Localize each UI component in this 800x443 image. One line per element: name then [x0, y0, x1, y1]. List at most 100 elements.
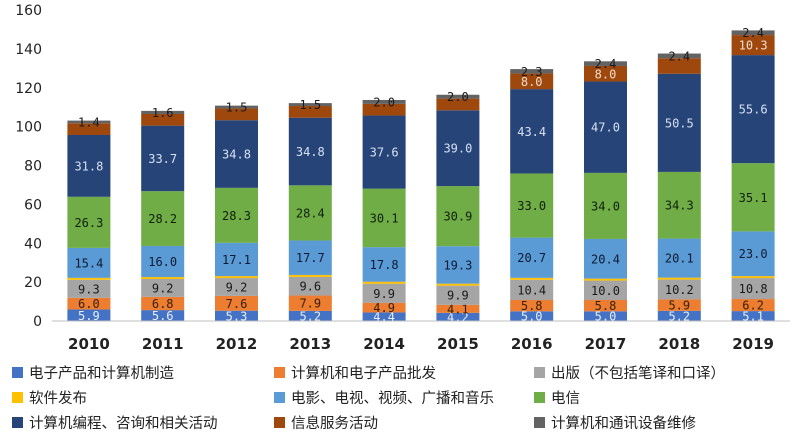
- legend-label: 软件发布: [29, 391, 87, 407]
- data-label: 5.0: [595, 310, 617, 324]
- y-tick-label: 20: [24, 275, 42, 291]
- bar-segment: [67, 134, 111, 197]
- data-label: 37.6: [370, 146, 399, 160]
- bar-segment: [67, 247, 111, 278]
- x-tick-label: 2015: [437, 335, 479, 353]
- bar-segment: [731, 35, 775, 56]
- bar-segment: [141, 279, 185, 297]
- bar-segment: [67, 297, 111, 310]
- data-label: 17.1: [222, 253, 251, 267]
- data-label: 20.7: [517, 251, 546, 265]
- data-label: 1.5: [226, 101, 248, 115]
- bar-segment: [510, 69, 554, 74]
- data-label: 16.0: [148, 255, 177, 269]
- data-label: 5.9: [78, 309, 100, 323]
- bar-segment: [288, 274, 332, 277]
- bar-stack-2013: 5.27.9 9.6 17.7 28.4 34.8 1.5: [288, 98, 332, 323]
- data-label: 5.8: [521, 299, 543, 313]
- bar-segment: [362, 188, 406, 248]
- data-label: 19.3: [443, 258, 472, 272]
- bar-segment: [436, 312, 480, 321]
- data-label: 5.6: [152, 309, 174, 323]
- data-label: 10.4: [517, 283, 546, 297]
- data-label: 30.9: [443, 210, 472, 224]
- data-label: 9.6: [299, 280, 321, 294]
- y-axis: 0 20 40 60 80 100 120 140 160: [15, 3, 42, 330]
- legend-label: 电信: [551, 391, 580, 407]
- data-label: 31.8: [74, 159, 103, 173]
- data-label: 39.0: [443, 142, 472, 156]
- bar-segment: [584, 278, 627, 281]
- data-label: 6.2: [742, 299, 764, 313]
- data-label: 35.1: [739, 191, 768, 205]
- legend-swatch: [534, 392, 545, 403]
- y-tick-label: 40: [24, 236, 42, 252]
- bar-segment: [141, 110, 185, 114]
- legend-swatch: [12, 392, 23, 403]
- legend-swatch: [12, 417, 23, 428]
- bar-segment: [362, 99, 406, 104]
- data-label: 28.2: [148, 212, 177, 226]
- bar-segment: [510, 277, 554, 280]
- bar-stack-2012: 5.37.6 9.2 17.1 28.3 34.8 1.5: [215, 101, 258, 323]
- bar-segment: [510, 173, 554, 238]
- bar-segment: [657, 171, 701, 239]
- legend-swatch: [274, 392, 285, 403]
- bar-segment: [215, 187, 258, 243]
- bar-segment: [657, 73, 701, 172]
- legend-swatch: [274, 417, 285, 428]
- data-label: 5.2: [668, 309, 690, 323]
- data-label: 1.4: [78, 115, 100, 129]
- bar-segment: [67, 277, 111, 280]
- x-tick-label: 2019: [732, 335, 774, 353]
- bar-segment: [288, 295, 332, 311]
- data-label: 2.4: [742, 26, 764, 40]
- bar-segment: [436, 186, 480, 247]
- data-label: 4.9: [373, 301, 395, 315]
- legend-item: 电信: [534, 387, 580, 408]
- legend-item: 软件发布: [12, 387, 87, 408]
- bar-segment: [584, 81, 627, 173]
- bar-segment: [288, 240, 332, 275]
- data-label: 30.1: [370, 211, 399, 225]
- bar-segment: [215, 105, 258, 109]
- bar-stack-2015: 4.24.19.919.330.939.02.0: [436, 90, 480, 324]
- bar-segment: [67, 120, 111, 124]
- bar-segment: [67, 309, 111, 321]
- bar-stack-2019: 5.16.2 10.8 23.0 35.1 55.6 10.32.4: [731, 26, 775, 324]
- data-label: 7.9: [299, 297, 321, 311]
- bar-segment: [731, 55, 775, 164]
- legend-label: 电子产品和计算机制造: [29, 366, 174, 382]
- legend-label: 计算机编程、咨询和相关活动: [29, 416, 218, 432]
- bar-segment: [584, 238, 627, 279]
- data-label: 33.0: [517, 199, 546, 213]
- bar-segment: [141, 245, 185, 278]
- bar-segment: [584, 311, 627, 321]
- bar-segment: [436, 246, 480, 284]
- data-label: 28.4: [296, 206, 325, 220]
- bar-segment: [288, 106, 332, 118]
- bar-segment: [436, 94, 480, 99]
- bar-segment: [657, 310, 701, 321]
- y-tick-label: 0: [33, 314, 42, 330]
- data-label: 4.1: [447, 302, 469, 316]
- bar-segment: [141, 125, 185, 192]
- bar-segment: [510, 279, 554, 301]
- y-tick-label: 60: [24, 197, 42, 213]
- data-label: 1.5: [299, 98, 321, 112]
- data-label: 34.3: [665, 199, 694, 213]
- bar-segment: [362, 247, 406, 282]
- data-label: 33.7: [148, 152, 177, 166]
- bar-segment: [362, 115, 406, 189]
- bar-segment: [288, 185, 332, 241]
- data-label: 43.4: [517, 125, 546, 139]
- data-label: 6.8: [152, 297, 174, 311]
- bar-stack-2016: 5.05.8 10.4 20.7 33.0 43.4 8.02.3: [510, 65, 554, 324]
- bar-segment: [141, 191, 185, 246]
- bar-segment: [436, 304, 480, 313]
- bar-stack-2011: 5.66.8 9.2 16.0 28.2 33.7 1.6: [141, 106, 185, 323]
- bar-segment: [436, 110, 480, 187]
- bar-segment: [288, 276, 332, 296]
- legend-swatch: [534, 417, 545, 428]
